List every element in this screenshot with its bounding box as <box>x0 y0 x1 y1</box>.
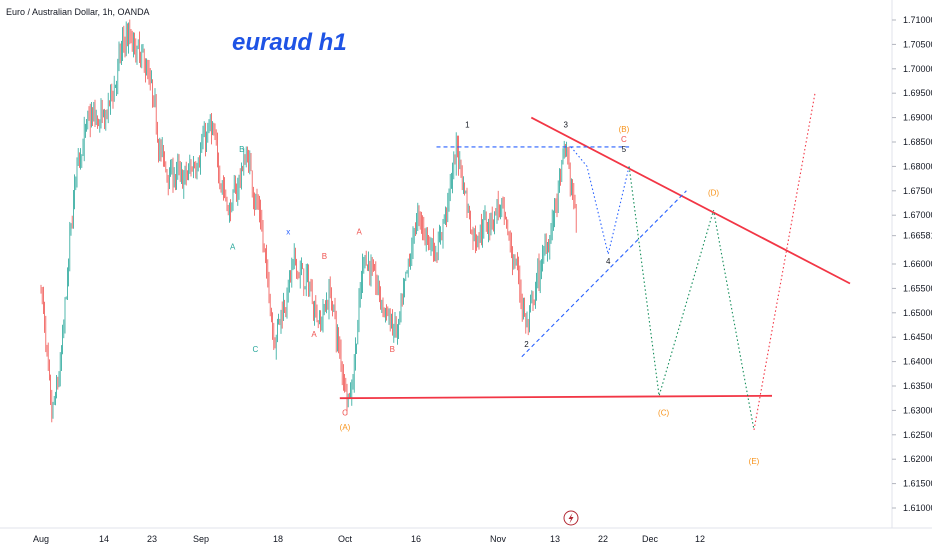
y-tick-label: 1.66000 <box>903 259 932 269</box>
upper-trendline <box>530 116 851 285</box>
wave-label: (C) <box>658 408 669 417</box>
wave-label: (E) <box>749 457 760 466</box>
y-tick-label: 1.71000 <box>903 15 932 25</box>
y-tick-label: 1.65000 <box>903 308 932 318</box>
x-tick-label: Aug <box>33 534 49 544</box>
y-tick-label: 1.68000 <box>903 161 932 171</box>
wave-label: 3 <box>563 120 568 129</box>
green-projection-path <box>628 166 755 430</box>
wave-label: 1 <box>465 120 470 129</box>
y-tick-label: 1.65500 <box>903 283 932 293</box>
y-tick-label: 1.67500 <box>903 186 932 196</box>
wave-label: C <box>621 135 627 144</box>
drawings-layer <box>339 93 851 430</box>
y-tick-label: 1.61500 <box>903 479 932 489</box>
wave-label: (B) <box>619 125 630 134</box>
x-tick-label: Sep <box>193 534 209 544</box>
red-projection-path <box>753 93 816 430</box>
x-tick-label: 12 <box>695 534 705 544</box>
lightning-icon[interactable] <box>563 510 579 526</box>
x-tick-label: 16 <box>411 534 421 544</box>
wave-label: 4 <box>606 257 611 266</box>
wave-label: A <box>357 228 363 237</box>
x-tick-label: 18 <box>273 534 283 544</box>
y-tick-label: 1.67000 <box>903 210 932 220</box>
y-tick-label: 1.62500 <box>903 430 932 440</box>
y-tick-label: 1.64000 <box>903 357 932 367</box>
x-tick-label: 14 <box>99 534 109 544</box>
y-axis[interactable]: 1.71000 1.70500 1.70000 1.69500 1.69000 1.685… <box>892 15 932 513</box>
wave-label: 5 <box>622 145 627 154</box>
symbol-title: Euro / Australian Dollar, 1h, OANDA <box>6 7 150 17</box>
x-tick-label: Nov <box>490 534 507 544</box>
y-tick-label: 1.61000 <box>903 503 932 513</box>
y-tick-label: 1.70500 <box>903 39 932 49</box>
wave-label: B <box>239 145 244 154</box>
wave-label: B <box>390 345 395 354</box>
wave-label: A <box>230 242 236 251</box>
y-tick-label: 1.63500 <box>903 381 932 391</box>
wave-label: 2 <box>524 340 529 349</box>
wave-label: C <box>342 408 348 417</box>
blue-rising-dash <box>521 190 687 358</box>
wave-label: C <box>253 345 259 354</box>
y-tick-label: 1.68500 <box>903 137 932 147</box>
wave-label: B <box>322 252 327 261</box>
x-tick-label: Dec <box>642 534 659 544</box>
x-tick-label: 23 <box>147 534 157 544</box>
wave-label: (D) <box>708 189 719 198</box>
candles-layer <box>40 19 577 423</box>
wave-label: A <box>311 330 317 339</box>
lower-support-line <box>339 394 773 400</box>
y-tick-label: 1.69000 <box>903 113 932 123</box>
chart-annotation-title: euraud h1 <box>232 29 347 56</box>
y-tick-label: 1.70000 <box>903 64 932 74</box>
wave-label: (A) <box>340 423 351 432</box>
y-tick-label: 1.64500 <box>903 332 932 342</box>
x-tick-label: 22 <box>598 534 608 544</box>
x-tick-label: 13 <box>550 534 560 544</box>
y-tick-label: 1.69500 <box>903 88 932 98</box>
x-axis[interactable]: Aug 14 23 Sep 18 Oct 16 Nov 13 22 Dec 12 <box>33 534 705 544</box>
x-tick-label: Oct <box>338 534 353 544</box>
wave-label: x <box>286 228 290 237</box>
blue-projection-path <box>570 146 630 255</box>
y-tick-label: 1.62000 <box>903 454 932 464</box>
y-tick-label: 1.63000 <box>903 405 932 415</box>
